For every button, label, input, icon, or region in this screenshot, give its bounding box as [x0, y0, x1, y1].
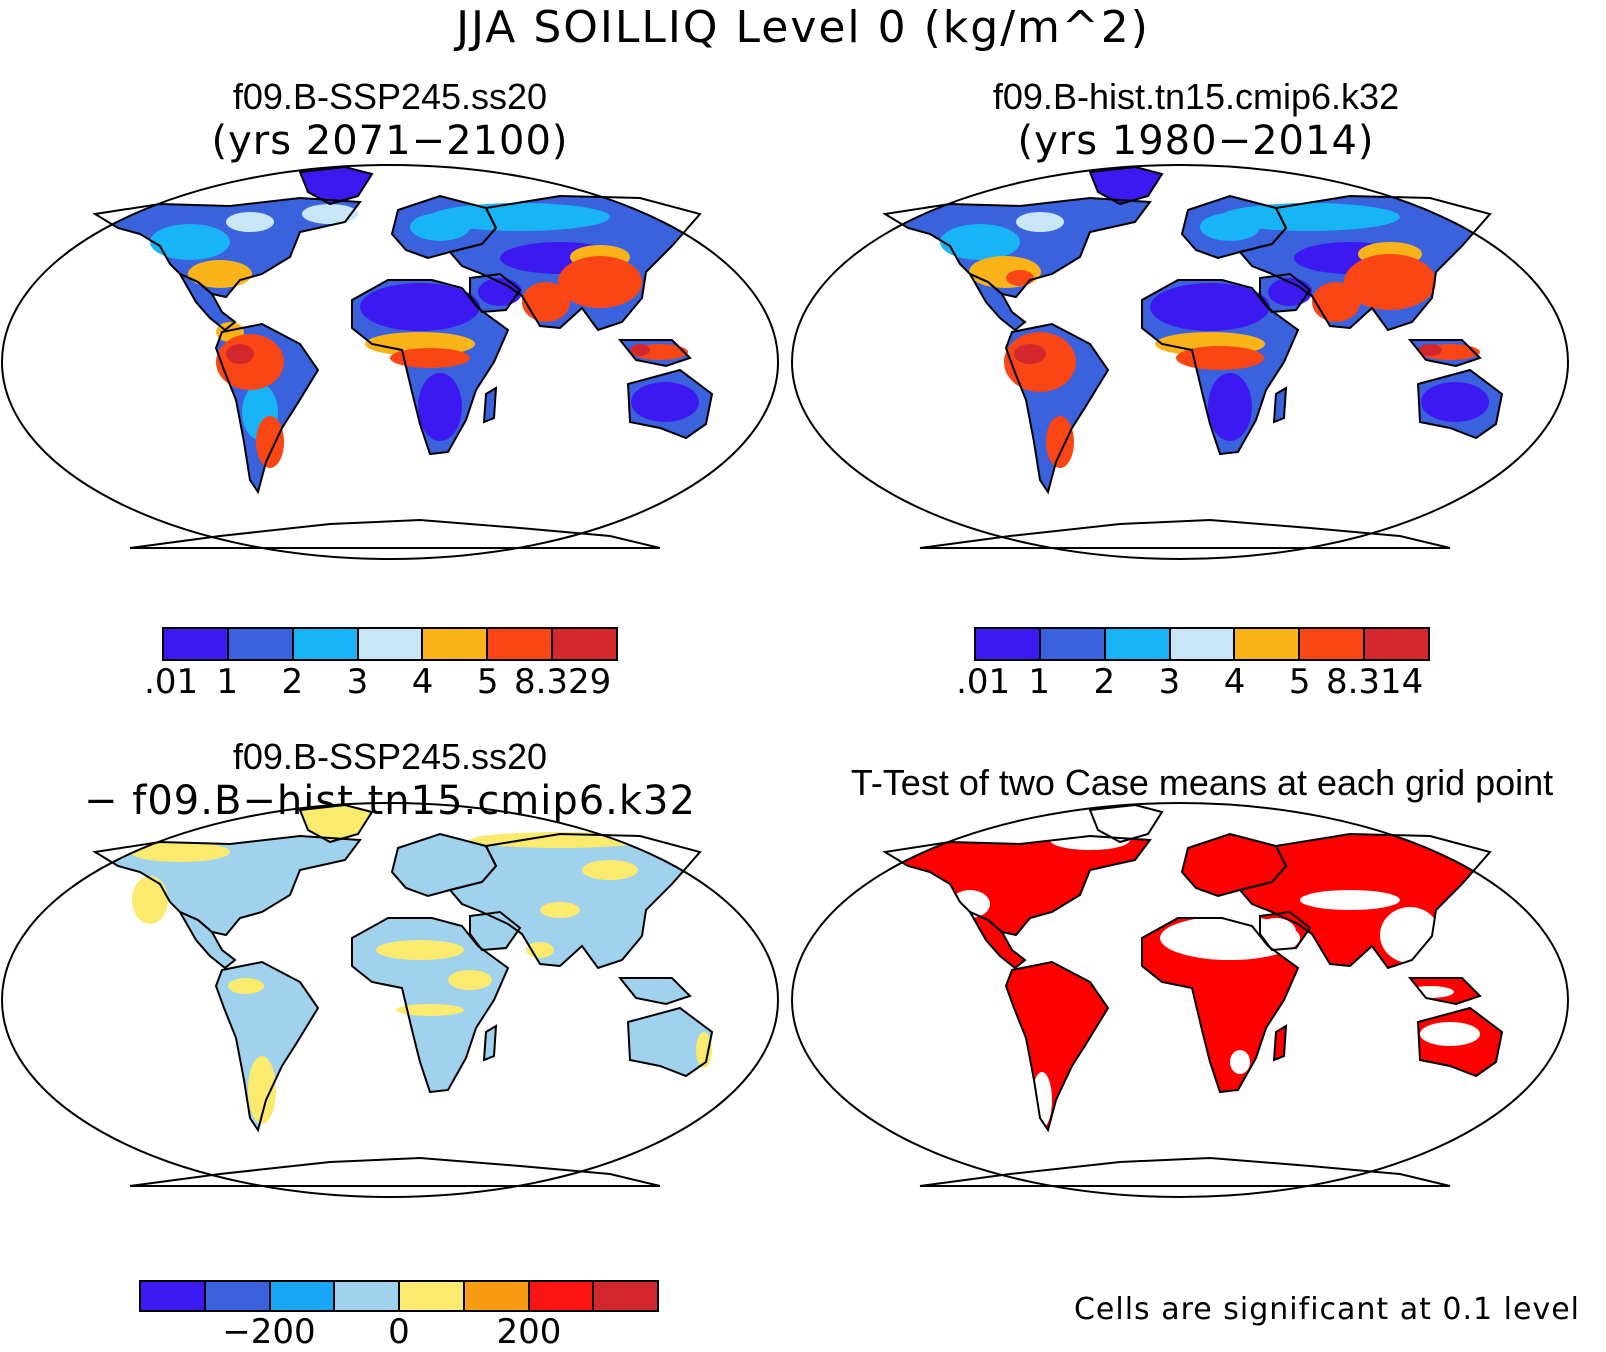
panel-title-ttest: T-Test of two Case means at each grid po… — [850, 762, 1554, 803]
panel-subtitle-diff: − f09.B−hist.tn15.cmip6.k32 — [84, 778, 696, 824]
colorbar-tick-label: 8.329 — [513, 662, 612, 702]
colorbar-swatch — [293, 629, 359, 659]
figure-title: JJA SOILLIQ Level 0 (kg/m^2) — [456, 2, 1150, 53]
colorbar-tick-label: 2 — [1093, 662, 1116, 702]
colorbar-case1-ticks: .01 1 2 3 4 5 8.329 — [144, 662, 618, 702]
colorbar-difference — [139, 1280, 659, 1312]
map-case1 — [1, 164, 779, 560]
colorbar-tick-label: 1 — [216, 662, 238, 702]
colorbar-tick-label: −200 — [222, 1312, 316, 1352]
colorbar-swatch — [553, 629, 617, 659]
colorbar-swatch — [1040, 629, 1106, 659]
map-ttest — [791, 802, 1569, 1198]
colorbar-swatch — [270, 1282, 336, 1310]
colorbar-tick-label: 4 — [411, 662, 434, 702]
colorbar-swatch — [400, 1282, 465, 1310]
colorbar-tick-label: 8.314 — [1325, 662, 1424, 702]
colorbar-tick-label: .01 — [144, 662, 199, 702]
colorbar-case2 — [974, 627, 1430, 661]
colorbar-swatch — [164, 629, 229, 659]
colorbar-tick-label: .01 — [956, 662, 1011, 702]
colorbar-swatch — [976, 629, 1041, 659]
colorbar-swatch — [141, 1282, 206, 1310]
colorbar-swatch — [358, 629, 424, 659]
colorbar-swatch — [1365, 629, 1429, 659]
colorbar-tick-label: 5 — [476, 662, 499, 702]
panel-subtitle-case2: (yrs 1980−2014) — [1017, 118, 1375, 164]
colorbar-swatch — [529, 1282, 595, 1310]
colorbar-swatch — [1105, 629, 1171, 659]
colorbar-swatch — [594, 1282, 657, 1310]
colorbar-swatch — [1170, 629, 1236, 659]
colorbar-swatch — [205, 1282, 271, 1310]
colorbar-swatch — [228, 629, 294, 659]
map-case2 — [791, 164, 1569, 560]
colorbar-tick-label: 1 — [1028, 662, 1050, 702]
colorbar-swatch — [1300, 629, 1366, 659]
colorbar-case2-ticks: .01 1 2 3 4 5 8.314 — [956, 662, 1430, 702]
colorbar-swatch — [423, 629, 489, 659]
colorbar-case1 — [162, 627, 618, 661]
panel-title-case2: f09.B-hist.tn15.cmip6.k32 — [992, 76, 1400, 117]
colorbar-difference-ticks: −200 0 200 — [139, 1312, 659, 1352]
colorbar-tick-label: 3 — [1158, 662, 1181, 702]
colorbar-swatch — [488, 629, 554, 659]
colorbar-tick-label: 3 — [346, 662, 369, 702]
panel-subtitle-case1: (yrs 2071−2100) — [211, 118, 569, 164]
colorbar-swatch — [1235, 629, 1301, 659]
significance-note: Cells are significant at 0.1 level — [1073, 1292, 1580, 1327]
panel-title-diff: f09.B-SSP245.ss20 — [232, 736, 548, 777]
panel-title-case1: f09.B-SSP245.ss20 — [232, 76, 548, 117]
colorbar-tick-label: 2 — [281, 662, 304, 702]
colorbar-tick-label: 4 — [1223, 662, 1246, 702]
colorbar-tick-label: 200 — [496, 1312, 562, 1352]
colorbar-tick-label: 0 — [388, 1312, 410, 1352]
map-difference — [1, 802, 779, 1198]
colorbar-tick-label: 5 — [1288, 662, 1311, 702]
colorbar-swatch — [464, 1282, 530, 1310]
colorbar-swatch — [335, 1282, 400, 1310]
